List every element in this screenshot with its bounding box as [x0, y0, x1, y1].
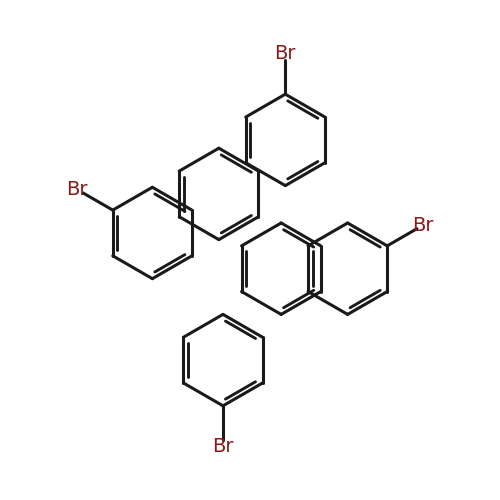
- Text: Br: Br: [274, 44, 296, 62]
- Text: Br: Br: [412, 216, 434, 235]
- Text: Br: Br: [212, 438, 234, 456]
- Text: Br: Br: [66, 180, 88, 199]
